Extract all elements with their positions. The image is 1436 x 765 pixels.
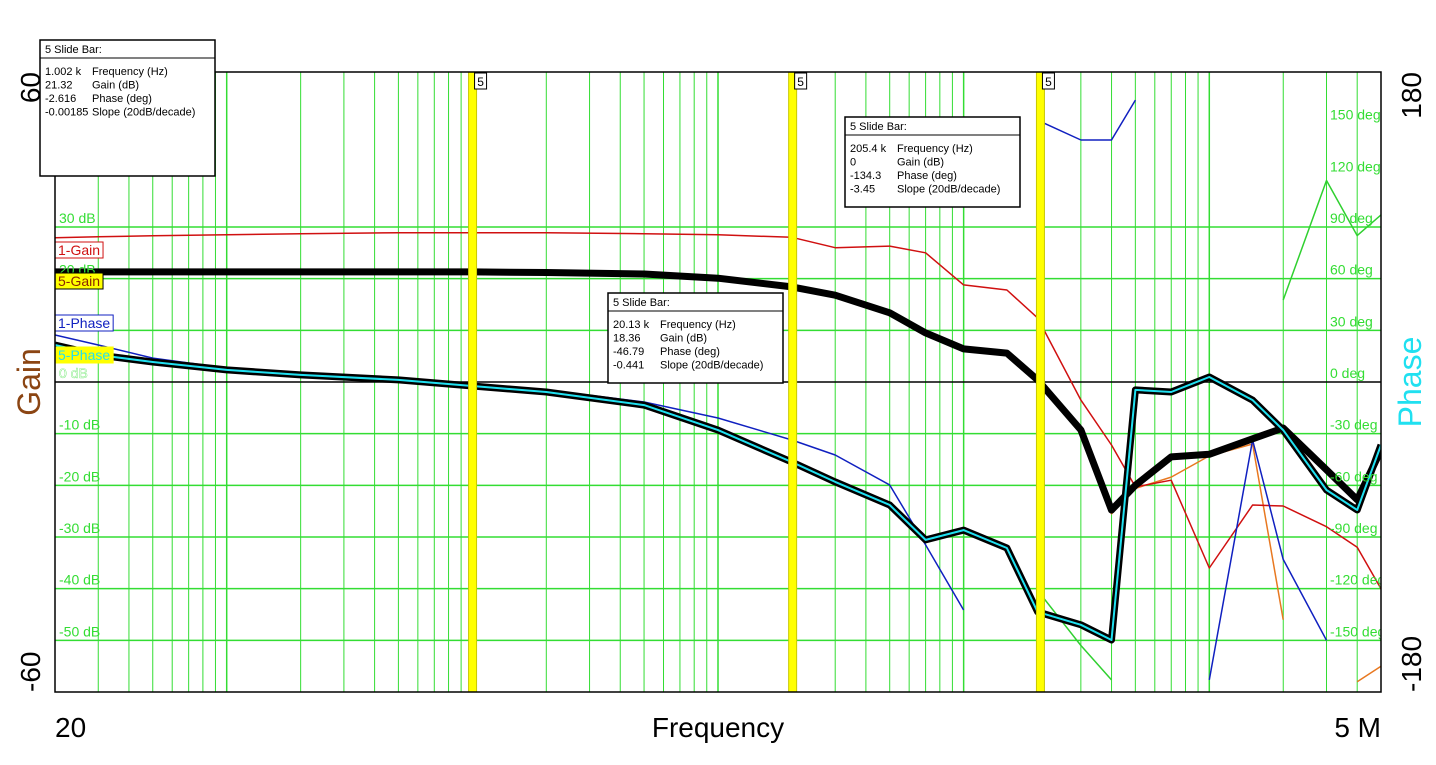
- slide-bar-marker: 5: [477, 75, 484, 89]
- readout-value: 20.13 k: [613, 319, 650, 331]
- slide-bar-marker: 5: [1045, 75, 1052, 89]
- legend-label: 1-Phase: [58, 315, 110, 331]
- readout-label: Slope (20dB/decade): [92, 107, 195, 119]
- readout-value: 205.4 k: [850, 143, 887, 155]
- series-line: [55, 231, 1381, 590]
- y2-tick-label: -120 deg: [1330, 572, 1385, 588]
- readout-value: -0.00185: [45, 107, 88, 119]
- y-end-label: -60: [15, 652, 46, 692]
- readout-box: [607, 292, 784, 384]
- readout-label: Frequency (Hz): [660, 319, 736, 331]
- y2-end-label: -180: [1396, 636, 1427, 692]
- slide-bar-marker-box: [794, 72, 808, 90]
- x-end-label: 20: [55, 712, 86, 743]
- readout-value: -3.45: [850, 184, 875, 196]
- y2-tick-label: -60 deg: [1330, 468, 1377, 484]
- slide-bar-marker-box: [474, 72, 488, 90]
- readout-label: Slope (20dB/decade): [660, 360, 763, 372]
- readout-label: Gain (dB): [897, 157, 944, 169]
- readout-label: Frequency (Hz): [897, 143, 973, 155]
- readout-label: Phase (deg): [660, 346, 720, 358]
- readout-title: 5 Slide Bar:: [45, 44, 102, 56]
- y2-tick-label: 120 deg: [1330, 158, 1381, 174]
- y-tick-label: -20 dB: [59, 468, 100, 484]
- series-line: [55, 268, 1381, 514]
- y2-tick-label: 150 deg: [1330, 107, 1381, 123]
- slide-bar-marker-box: [1041, 72, 1055, 90]
- readout-title: 5 Slide Bar:: [850, 121, 907, 133]
- readout-box: [39, 39, 216, 177]
- readout-value: 1.002 k: [45, 66, 82, 78]
- readout-value: 21.32: [45, 80, 73, 92]
- y2-tick-label: 90 deg: [1330, 210, 1373, 226]
- readout-label: Frequency (Hz): [92, 66, 168, 78]
- y2-axis-title: Phase: [1392, 337, 1428, 428]
- readout-label: Gain (dB): [660, 333, 707, 345]
- readout-value: -134.3: [850, 170, 881, 182]
- y-tick-label: -50 dB: [59, 623, 100, 639]
- readout-value: -2.616: [45, 93, 76, 105]
- x-axis-title: Frequency: [652, 712, 784, 743]
- legend-label: 1-Gain: [58, 242, 100, 258]
- slide-bar: [468, 71, 478, 693]
- y2-tick-label: -30 deg: [1330, 417, 1377, 433]
- y2-tick-label: 30 deg: [1330, 313, 1373, 329]
- y-tick-label: 30 dB: [59, 210, 96, 226]
- readout-label: Phase (deg): [92, 93, 152, 105]
- legend-label: 5-Phase: [58, 347, 110, 363]
- y-axis-title: Gain: [11, 348, 47, 416]
- y2-tick-label: -90 deg: [1330, 520, 1377, 536]
- series-line: [55, 344, 1381, 641]
- y-tick-label: 0 dB: [59, 365, 88, 381]
- curves: [55, 99, 1381, 683]
- readout-title: 5 Slide Bar:: [613, 297, 670, 309]
- slide-bar: [788, 71, 798, 693]
- y-tick-label: -40 dB: [59, 572, 100, 588]
- y2-tick-label: -150 deg: [1330, 623, 1385, 639]
- readout-label: Gain (dB): [92, 80, 139, 92]
- readout-value: -46.79: [613, 346, 644, 358]
- x-end-label: 5 M: [1334, 712, 1381, 743]
- slide-bar-marker: 5: [797, 75, 804, 89]
- readout-value: 0: [850, 157, 856, 169]
- readout-label: Phase (deg): [897, 170, 957, 182]
- slide-bar: [1035, 71, 1045, 693]
- plot-frame: [54, 71, 1382, 693]
- y-tick-label: -10 dB: [59, 417, 100, 433]
- y-tick-label: -30 dB: [59, 520, 100, 536]
- readout-box: [844, 116, 1021, 208]
- readout-label: Slope (20dB/decade): [897, 184, 1000, 196]
- readout-value: 18.36: [613, 333, 641, 345]
- y2-tick-label: 60 deg: [1330, 262, 1373, 278]
- y2-end-label: 180: [1396, 72, 1427, 119]
- readout-value: -0.441: [613, 360, 644, 372]
- readout-boxes: 5 Slide Bar: 1.002 k Frequency (Hz) 21.32 Ga…: [39, 39, 1021, 384]
- y2-tick-label: 0 deg: [1330, 365, 1365, 381]
- series-line: [1037, 179, 1381, 681]
- legend-label: 5-Gain: [58, 273, 100, 289]
